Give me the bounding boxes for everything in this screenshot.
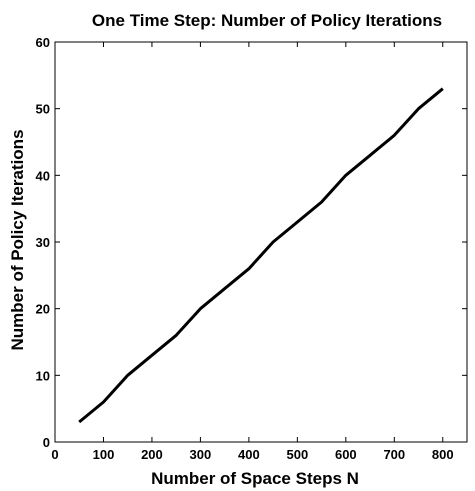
x-axis-ticks: 0 100 200 300 400 500 600 700 800 [51,42,454,462]
series-layer [78,87,444,424]
y-axis-label: Number of Policy Iterations [8,129,27,350]
y-tick-label: 40 [36,168,50,183]
x-tick-label: 600 [335,447,357,462]
y-tick-label: 50 [36,102,50,117]
y-axis-ticks: 0 10 20 30 40 50 60 [36,35,467,450]
x-tick-label: 0 [51,447,58,462]
chart-title: One Time Step: Number of Policy Iteratio… [92,11,442,30]
y-tick-label: 10 [36,368,50,383]
series-line [78,87,444,424]
y-tick-label: 30 [36,235,50,250]
plot-frame [54,41,468,443]
x-tick-label: 100 [93,447,115,462]
x-tick-label: 500 [287,447,309,462]
y-tick-label: 0 [43,435,50,450]
x-tick-label: 800 [432,447,454,462]
x-tick-label: 200 [141,447,163,462]
x-tick-label: 700 [383,447,405,462]
y-tick-label: 60 [36,35,50,50]
x-tick-label: 300 [190,447,212,462]
x-tick-label: 400 [238,447,260,462]
x-axis-label: Number of Space Steps N [151,469,359,488]
y-tick-label: 20 [36,302,50,317]
